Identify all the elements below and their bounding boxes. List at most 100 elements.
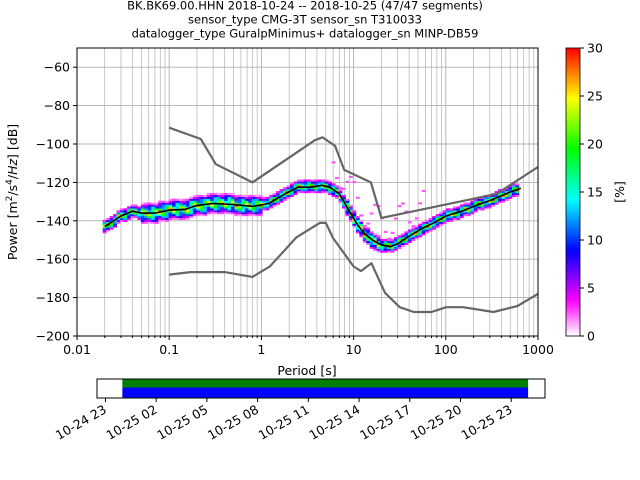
heatmap-cell [463,210,468,213]
heatmap-cell [348,219,353,222]
heatmap-cell [116,217,121,221]
heatmap-cell [317,187,322,190]
heatmap-cell [404,242,409,245]
heatmap-cell [231,200,235,203]
heatmap-cell [234,206,239,209]
heatmap-cell [213,206,218,209]
heatmap-cell [439,219,443,222]
heatmap-cell [321,189,326,192]
colorbar-gradient [565,47,581,337]
heatmap-cell [265,208,270,211]
heatmap-cell [373,235,378,238]
heatmap-cell [466,212,471,215]
heatmap-cell [508,192,513,196]
y-axis-label: Power [m2/s4/Hz] [dB] [5,124,20,260]
heatmap-cell [352,225,357,228]
heatmap-cell [310,181,315,184]
heatmap-cell [459,212,464,215]
heatmap-cell [442,212,447,215]
heatmap-cell [192,208,197,211]
heatmap-cell [359,233,364,236]
heatmap-cell [491,202,495,205]
heatmap-cell [373,237,378,240]
heatmap-cell [466,202,471,205]
x-tick-label: 1000 [522,342,554,357]
heatmap-cell [241,194,246,197]
heatmap-cell [251,208,256,211]
heatmap-cell [463,206,468,209]
heatmap-cell [172,216,176,219]
heatmap-cell [158,202,163,205]
heatmap-cell [165,208,169,211]
heatmap-cell [321,183,326,186]
heatmap-cell [362,239,367,242]
heatmap-cell [231,204,235,207]
heatmap-cell [224,204,228,207]
colorbar: 0 5 10 15 20 25 30 [565,41,603,344]
heatmap-cell [484,198,489,201]
heatmap-cell [210,206,215,209]
heatmap-cell [283,187,287,190]
heatmap-cell [251,200,256,203]
heatmap-cell [154,202,159,205]
heatmap-cell [383,246,388,249]
heatmap-cell [147,204,152,207]
heatmap-cell [199,214,204,217]
heatmap-cell [147,216,152,219]
heatmap-cell [359,223,364,226]
heatmap-cell [484,204,489,207]
heatmap-cell [303,189,308,192]
heatmap-cell [185,198,190,201]
y-tick-label: −180 [36,290,70,305]
heatmap-cell [279,191,284,194]
heatmap-cell [303,185,308,188]
heatmap-cell [172,212,176,215]
heatmap-cell [421,225,426,228]
heatmap-cell [140,202,145,205]
heatmap-cell [248,210,253,213]
heatmap-cell [380,240,385,244]
heatmap-cell [175,214,180,217]
heatmap-cell [241,202,246,205]
heatmap-cell [480,200,485,203]
heatmap-cell [116,212,121,215]
heatmap-cell [293,181,298,184]
heatmap-cell [178,202,183,205]
heatmap-cell [147,214,152,217]
heatmap-cell [196,212,201,215]
heatmap-cell [147,217,152,221]
heatmap-cell [300,189,305,192]
heatmap-cell [237,196,242,199]
heatmap-cell [390,240,395,244]
heatmap-cell [165,204,169,207]
heatmap-cell [283,191,287,194]
heatmap-cell [276,200,280,203]
colorbar-tick-label: 30 [587,41,603,56]
heatmap-cell [116,219,121,222]
heatmap-cell [355,216,360,219]
plot-frame [76,47,539,337]
heatmap-cell [279,196,284,199]
colorbar-tick-label: 10 [587,233,603,248]
colorbar-tick-label: 5 [587,281,595,296]
heatmap-cell [348,204,353,207]
heatmap-cell [251,202,256,205]
heatmap-cell [362,227,367,230]
heatmap-cell [428,225,433,228]
heatmap-cell [231,198,235,201]
heatmap-cell [459,208,464,211]
heatmap-cell [154,221,159,224]
heatmap-cell [154,208,159,211]
heatmap-cell [411,239,416,242]
heatmap-cell [258,196,263,199]
heatmap-cell [199,202,204,205]
heatmap-cell [421,227,426,230]
heatmap-cell [244,200,249,203]
heatmap-cell [203,206,208,209]
heatmap-cell [439,216,443,219]
heatmap-cell [501,191,506,194]
heatmap-cell [165,219,169,222]
heatmap-cell [224,206,228,209]
heatmap-cell [231,196,235,199]
